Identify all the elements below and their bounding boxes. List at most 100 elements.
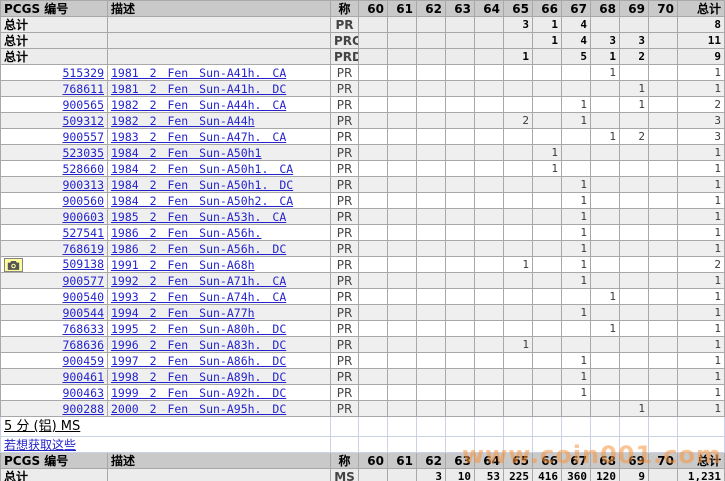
grade-67-count-cell (561, 320, 591, 337)
pcgs-number-link[interactable]: 900459 (62, 353, 104, 368)
grade-62-count-cell (416, 256, 446, 273)
description-link[interactable]: 1991 2 Fen Sun-A68h (111, 257, 255, 272)
grade-68-count-cell (590, 368, 620, 385)
grade-63-count-cell (445, 224, 475, 241)
pcgs-number-cell: 900288 (0, 400, 108, 417)
description-link[interactable]: 1984 2 Fen Sun-A50h1. CA (111, 161, 294, 176)
grade-65-count-cell (503, 416, 533, 437)
camera-icon[interactable] (4, 258, 23, 272)
description-link[interactable]: 1993 2 Fen Sun-A74h. CA (111, 289, 287, 304)
grade-65-count-cell (503, 208, 533, 225)
grade-64-count-cell (474, 384, 504, 401)
grade-70-count-cell (648, 384, 678, 401)
description-link[interactable]: 1984 2 Fen Sun-A50h2. CA (111, 193, 294, 208)
pcgs-number-link[interactable]: 768611 (62, 81, 104, 96)
pcgs-number-link[interactable]: 900288 (62, 401, 104, 416)
grade-61-count-cell (387, 96, 417, 113)
pcgs-number-link[interactable]: 900544 (62, 305, 104, 320)
description-link[interactable]: 1997 2 Fen Sun-A86h. DC (111, 353, 287, 368)
coin-row: 528660 1984 2 Fen Sun-A50h1. CA PR 1 1 (0, 160, 725, 177)
grade-61-count-cell (387, 436, 417, 453)
grade-61-count-cell (387, 176, 417, 193)
coin-row: 527541 1986 2 Fen Sun-A56h. PR 1 1 (0, 224, 725, 241)
description-link[interactable]: 1995 2 Fen Sun-A80h. DC (111, 321, 287, 336)
grade-69-count-cell (619, 320, 649, 337)
description-link[interactable]: 1999 2 Fen Sun-A92h. DC (111, 385, 287, 400)
description-link[interactable]: 1981 2 Fen Sun-A41h. CA (111, 65, 287, 80)
pcgs-number-link[interactable]: 509138 (62, 257, 104, 272)
pcgs-number-link[interactable]: 515329 (62, 65, 104, 80)
pcgs-number-link[interactable]: 900463 (62, 385, 104, 400)
description-link[interactable]: 1984 2 Fen Sun-A50h1. DC (111, 177, 294, 192)
description-cell: 1981 2 Fen Sun-A41h. DC (107, 80, 331, 97)
grade-63-count-cell (445, 320, 475, 337)
description-link[interactable]: 1998 2 Fen Sun-A89h. DC (111, 369, 287, 384)
description-link[interactable]: 1992 2 Fen Sun-A71h. CA (111, 273, 287, 288)
pcgs-number-cell: 509138 (0, 256, 108, 273)
header-grade-63: 63 (445, 0, 475, 17)
description-link[interactable]: 1986 2 Fen Sun-A56h. (111, 225, 262, 240)
pcgs-number-link[interactable]: 900603 (62, 209, 104, 224)
grade-68-count-cell (590, 144, 620, 161)
pcgs-number-link[interactable]: 768633 (62, 321, 104, 336)
header-grade-69: 69 (619, 0, 649, 17)
grade-64-count-cell (474, 368, 504, 385)
description-link[interactable]: 1985 2 Fen Sun-A53h. CA (111, 209, 287, 224)
description-link[interactable]: 1994 2 Fen Sun-A77h (111, 305, 255, 320)
row-total-cell: 1 (677, 288, 725, 305)
grade-69-count-cell (619, 224, 649, 241)
pcgs-number-link[interactable]: 900313 (62, 177, 104, 192)
grade-63-count-cell (445, 272, 475, 289)
grade-64-count-cell (474, 112, 504, 129)
grade-69-count-cell (619, 176, 649, 193)
description-link[interactable]: 1986 2 Fen Sun-A56h. DC (111, 241, 287, 256)
grade-69-count-cell (619, 336, 649, 353)
description-cell: 1982 2 Fen Sun-A44h. CA (107, 96, 331, 113)
pcgs-number-link[interactable]: 528660 (62, 161, 104, 176)
pcgs-number-link[interactable]: 768619 (62, 241, 104, 256)
grade-68-count-cell: 1 (590, 320, 620, 337)
obtain-these-link[interactable]: 若想获取这些 (4, 437, 77, 452)
grade-62-count-cell: 3 (416, 468, 446, 481)
grade-66-count-cell (532, 112, 562, 129)
grade-68-count-cell (590, 80, 620, 97)
ms-section-title-link[interactable]: 5 分 (铝) MS (4, 419, 81, 434)
grade-62-count-cell (416, 240, 446, 257)
description-link[interactable]: 1982 2 Fen Sun-A44h. CA (111, 97, 287, 112)
grade-62-count-cell (416, 128, 446, 145)
pcgs-number-link[interactable]: 523035 (62, 145, 104, 160)
grade-65-count-cell: 1 (503, 256, 533, 273)
grade-63-count-cell (445, 192, 475, 209)
grade-66-count-cell (532, 352, 562, 369)
description-link[interactable]: 1982 2 Fen Sun-A44h (111, 113, 255, 128)
description-link[interactable]: 1996 2 Fen Sun-A83h. DC (111, 337, 287, 352)
grade-64-count-cell (474, 304, 504, 321)
pcgs-number-link[interactable]: 900461 (62, 369, 104, 384)
pcgs-number-link[interactable]: 768636 (62, 337, 104, 352)
description-link[interactable]: 1984 2 Fen Sun-A50h1 (111, 145, 262, 160)
grade-68-count-cell (590, 96, 620, 113)
pcgs-number-link[interactable]: 900565 (62, 97, 104, 112)
description-link[interactable]: 1983 2 Fen Sun-A47h. CA (111, 129, 287, 144)
pcgs-number-link[interactable]: 509312 (62, 113, 104, 128)
pcgs-number-link[interactable]: 527541 (62, 225, 104, 240)
grade-63-count-cell (445, 368, 475, 385)
pcgs-number-link[interactable]: 900560 (62, 193, 104, 208)
grade-66-count-cell: 1 (532, 32, 562, 49)
row-total-cell: 2 (677, 96, 725, 113)
coin-row: 900557 1983 2 Fen Sun-A47h. CA PR 1 2 3 (0, 128, 725, 145)
pcgs-number-link[interactable]: 900557 (62, 129, 104, 144)
grade-70-count-cell (648, 400, 678, 417)
grade-68-count-cell: 120 (590, 468, 620, 481)
grade-64-count-cell (474, 96, 504, 113)
description-link[interactable]: 2000 2 Fen Sun-A95h. DC (111, 401, 287, 416)
grade-62-count-cell (416, 224, 446, 241)
grade-64-count-cell (474, 32, 504, 49)
pcgs-number-link[interactable]: 900540 (62, 289, 104, 304)
grade-63-count-cell (445, 384, 475, 401)
description-link[interactable]: 1981 2 Fen Sun-A41h. DC (111, 81, 287, 96)
pcgs-number-link[interactable]: 900577 (62, 273, 104, 288)
grade-65-count-cell (503, 96, 533, 113)
designation-cell: PR (330, 352, 359, 369)
designation-cell: PR (330, 96, 359, 113)
